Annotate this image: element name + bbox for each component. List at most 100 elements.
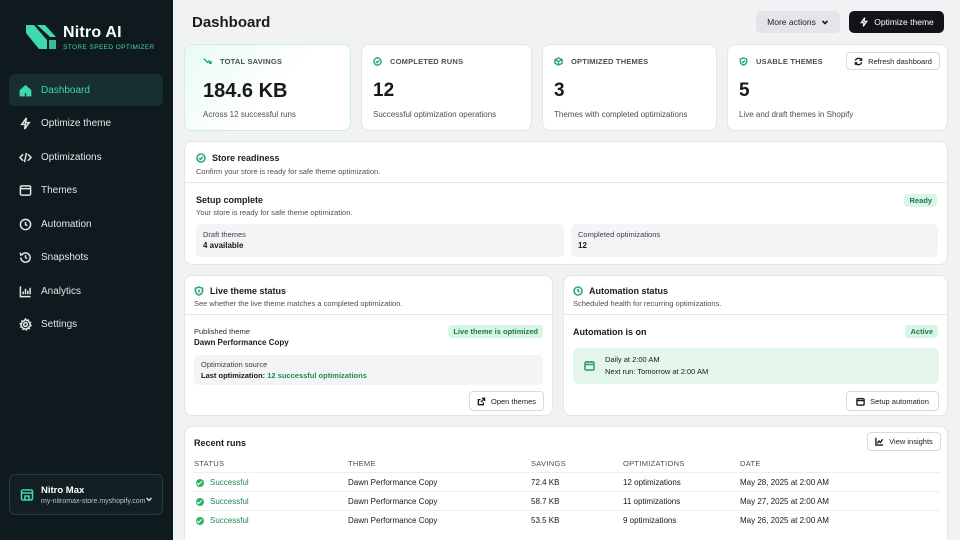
stat-desc: Live and draft themes in Shopify: [739, 110, 854, 119]
stat-value: 5: [739, 80, 750, 101]
stat-label: OPTIMIZED THEMES: [554, 57, 648, 66]
draft-themes-value: 4 available: [203, 241, 244, 250]
section-subtitle: Confirm your store is ready for safe the…: [196, 167, 381, 176]
refresh-dashboard-button[interactable]: Refresh dashboard: [846, 52, 940, 70]
brand-tagline: STORE SPEED OPTIMIZER: [63, 43, 155, 51]
completed-optimizations-label: Completed optimizations: [578, 230, 661, 239]
table-row[interactable]: Successful Dawn Performance Copy 58.7 KB…: [194, 491, 940, 510]
status-text: Successful: [210, 516, 249, 525]
optimizations-cell: 12 optimizations: [623, 478, 681, 487]
date-cell: May 26, 2025 at 2:00 AM: [740, 516, 829, 525]
nav-item-automation[interactable]: Automation: [9, 208, 163, 240]
trend-down-icon: [203, 58, 212, 65]
divider: [185, 182, 947, 183]
divider: [564, 314, 947, 315]
stat-value: 184.6 KB: [203, 80, 288, 102]
section-title-text: Automation status: [589, 286, 669, 296]
calendar-icon: [584, 361, 595, 371]
sidebar: Nitro AI STORE SPEED OPTIMIZER Dashboard…: [0, 0, 173, 540]
optimize-theme-button[interactable]: Optimize theme: [849, 11, 944, 33]
optimize-theme-label: Optimize theme: [874, 17, 934, 27]
status-cell: Successful: [196, 478, 249, 487]
setup-automation-label: Setup automation: [870, 396, 929, 406]
cube-icon: [554, 57, 563, 66]
nav-item-optimize-theme[interactable]: Optimize theme: [9, 108, 163, 140]
table-row[interactable]: Successful Dawn Performance Copy 72.4 KB…: [194, 472, 940, 491]
section-title: Automation status: [573, 286, 668, 296]
nav-item-optimizations[interactable]: Optimizations: [9, 141, 163, 173]
view-insights-label: View insights: [889, 437, 933, 446]
account-switcher[interactable]: Nitro Max my-nitromax-store.myshopify.co…: [9, 474, 163, 515]
source-prefix: Last optimization:: [201, 371, 266, 380]
check-circle-icon: [196, 478, 204, 487]
nav-label: Dashboard: [41, 84, 90, 96]
shield-icon: [739, 57, 748, 66]
nav-item-dashboard[interactable]: Dashboard: [9, 74, 163, 106]
open-themes-button[interactable]: Open themes: [469, 391, 544, 411]
nav-item-settings[interactable]: Settings: [9, 309, 163, 341]
date-cell: May 27, 2025 at 2:00 AM: [740, 497, 829, 506]
history-icon: [18, 251, 32, 265]
column-header-optimizations: OPTIMIZATIONS: [623, 459, 685, 468]
stat-label: USABLE THEMES: [739, 57, 823, 66]
table-row[interactable]: Successful Dawn Performance Copy 53.5 KB…: [194, 510, 940, 529]
status-badge: Ready: [904, 194, 937, 207]
completed-optimizations-value: 12: [578, 241, 587, 250]
savings-cell: 72.4 KB: [531, 478, 560, 487]
section-subtitle: See whether the live theme matches a com…: [194, 299, 403, 308]
setup-subtitle: Your store is ready for safe theme optim…: [196, 208, 353, 217]
view-insights-button[interactable]: View insights: [867, 432, 941, 451]
nav-item-analytics[interactable]: Analytics: [9, 275, 163, 307]
column-header-date: DATE: [740, 459, 761, 468]
section-subtitle: Scheduled health for recurring optimizat…: [573, 299, 722, 308]
nitro-logo-icon: [26, 25, 56, 49]
chevron-down-icon: [145, 490, 153, 502]
section-title: Live theme status: [194, 286, 286, 296]
automation-status-card: Automation status Scheduled health for r…: [563, 275, 948, 416]
section-title-text: Store readiness: [212, 153, 280, 163]
check-circle-icon: [373, 57, 382, 66]
live-theme-status-card: Live theme status See whether the live t…: [184, 275, 553, 416]
optimization-source-value: Last optimization: 12 successful optimiz…: [201, 371, 367, 380]
theme-cell: Dawn Performance Copy: [348, 497, 438, 506]
check-circle-icon: [196, 516, 204, 525]
stat-label-text: COMPLETED RUNS: [390, 57, 464, 66]
draft-themes-box: Draft themes 4 available: [196, 224, 564, 257]
stat-value: 3: [554, 80, 565, 101]
shield-icon: [194, 286, 204, 296]
automation-badge: Active: [905, 325, 938, 338]
column-header-theme: THEME: [348, 459, 376, 468]
sidebar-nav: Dashboard Optimize theme Optimizations T…: [9, 74, 163, 342]
stat-desc: Themes with completed optimizations: [554, 110, 688, 119]
stat-label: TOTAL SAVINGS: [203, 57, 282, 66]
column-header-status: STATUS: [194, 459, 225, 468]
setup-automation-button[interactable]: Setup automation: [846, 391, 939, 411]
more-actions-button[interactable]: More actions: [756, 11, 840, 33]
schedule-box: Daily at 2:00 AM Next run: Tomorrow at 2…: [573, 348, 939, 384]
nav-item-themes[interactable]: Themes: [9, 175, 163, 207]
more-actions-label: More actions: [767, 17, 816, 27]
page-title: Dashboard: [192, 14, 271, 31]
code-icon: [18, 150, 32, 164]
brand-name: Nitro AI: [63, 23, 122, 41]
bolt-icon: [860, 17, 869, 27]
draft-themes-label: Draft themes: [203, 230, 246, 239]
automation-state: Automation is on: [573, 327, 647, 337]
live-status-badge: Live theme is optimized: [448, 325, 543, 338]
stat-value: 12: [373, 80, 395, 101]
clock-icon: [18, 217, 32, 231]
gear-icon: [18, 318, 32, 332]
optimizations-cell: 11 optimizations: [623, 497, 681, 506]
check-circle-icon: [196, 153, 206, 163]
calendar-icon: [856, 397, 865, 406]
open-themes-label: Open themes: [490, 396, 537, 406]
brand[interactable]: Nitro AI STORE SPEED OPTIMIZER: [25, 22, 155, 52]
home-icon: [18, 83, 32, 97]
nav-label: Automation: [41, 218, 92, 230]
line-chart-icon: [875, 437, 884, 446]
nav-item-snapshots[interactable]: Snapshots: [9, 242, 163, 274]
nav-label: Themes: [41, 185, 78, 196]
stat-card-completed-runs: COMPLETED RUNS 12 Successful optimizatio…: [361, 44, 532, 131]
bar-chart-icon: [18, 284, 32, 298]
divider: [185, 314, 552, 315]
